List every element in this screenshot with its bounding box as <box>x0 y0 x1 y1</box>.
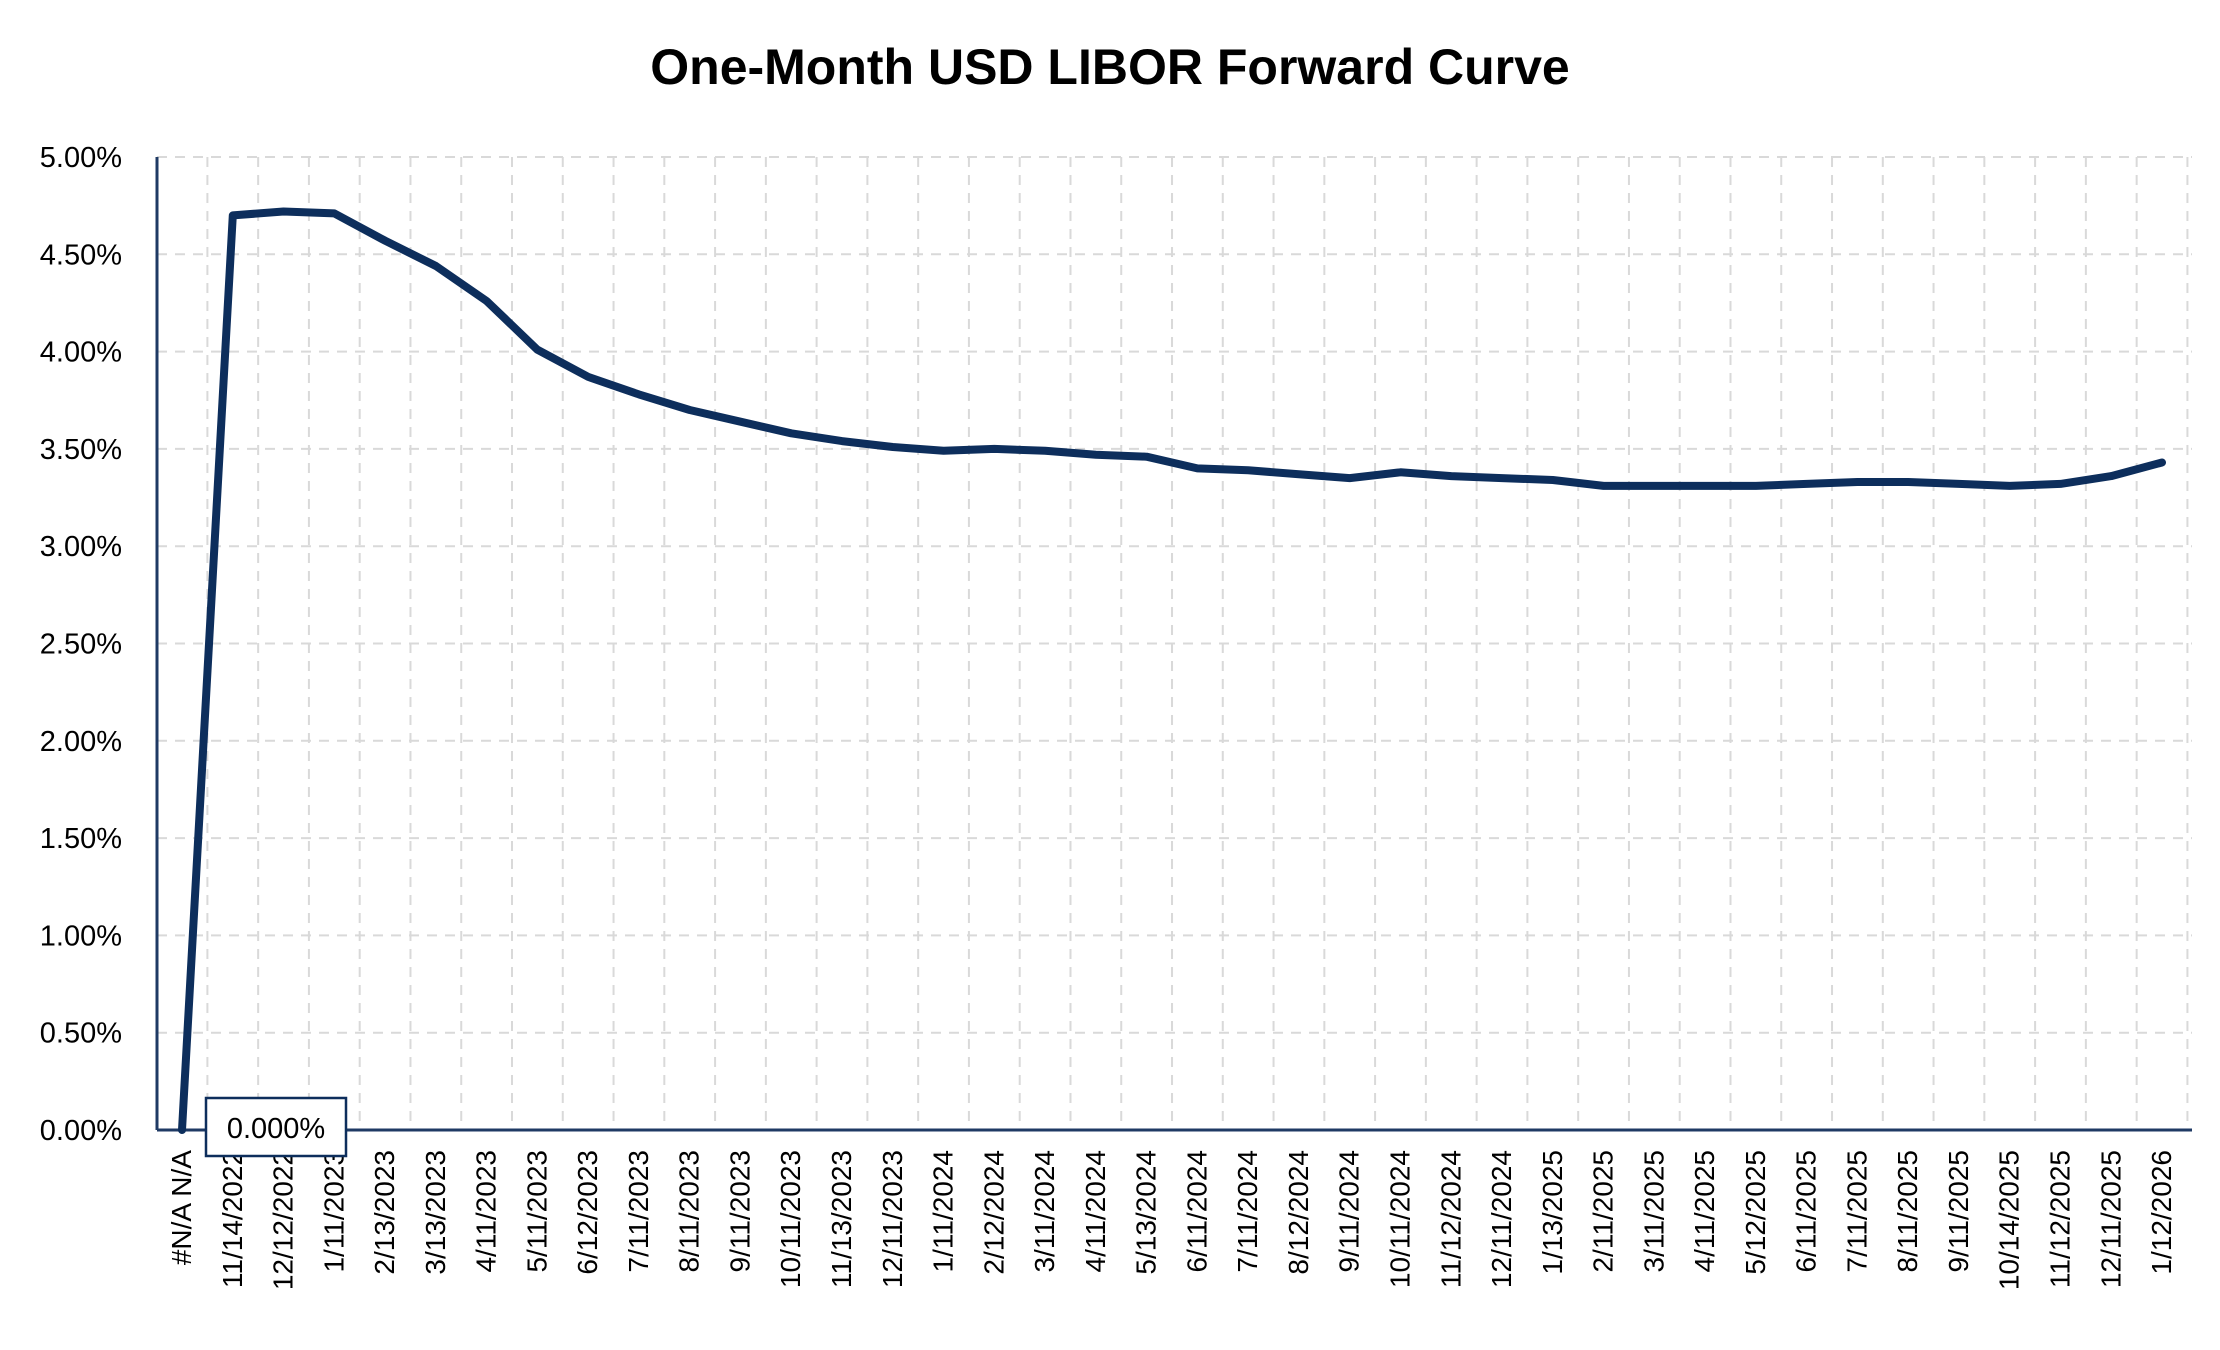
y-tick-label: 0.50% <box>40 1018 122 1050</box>
x-tick-label: 4/11/2024 <box>1080 1150 1111 1273</box>
series-line <box>178 207 2166 1134</box>
y-tick-label: 0.00% <box>40 1115 122 1147</box>
x-tick-label: 11/12/2025 <box>2044 1150 2075 1288</box>
y-tick-label: 1.00% <box>40 920 122 952</box>
x-tick-label: 6/11/2024 <box>1181 1150 1212 1273</box>
x-tick-label: 10/11/2024 <box>1384 1150 1415 1288</box>
x-tick-label: 5/11/2023 <box>521 1150 552 1273</box>
x-tick-label: 9/11/2025 <box>1943 1150 1974 1273</box>
x-tick-label: 11/14/2022 <box>217 1150 248 1288</box>
y-tick-label: 2.00% <box>40 726 122 758</box>
x-tick-label: 11/13/2023 <box>826 1150 857 1288</box>
x-tick-label: 1/12/2026 <box>2146 1150 2177 1275</box>
x-tick-label: 2/13/2023 <box>369 1150 400 1275</box>
x-tick-label: 4/11/2025 <box>1689 1150 1720 1273</box>
x-tick-label: 10/14/2025 <box>1994 1150 2025 1290</box>
x-tick-label: 11/12/2024 <box>1435 1150 1466 1288</box>
y-tick-label: 1.50% <box>40 823 122 855</box>
x-tick-label: 3/11/2025 <box>1638 1150 1669 1273</box>
x-tick-label: 5/12/2025 <box>1740 1150 1771 1275</box>
y-tick-label: 4.00% <box>40 337 122 369</box>
x-tick-label: 1/11/2023 <box>318 1150 349 1273</box>
x-tick-label: 4/11/2023 <box>471 1150 502 1273</box>
x-tick-label: 8/11/2023 <box>674 1150 705 1273</box>
x-tick-label: 6/11/2025 <box>1791 1150 1822 1273</box>
x-tick-label: 7/11/2023 <box>623 1150 654 1273</box>
x-tick-label: #N/A N/A <box>166 1150 197 1265</box>
x-tick-label: 2/11/2025 <box>1588 1150 1619 1273</box>
x-tick-label: 1/13/2025 <box>1537 1150 1568 1275</box>
grid-layer <box>157 156 2192 1130</box>
y-tick-label: 3.00% <box>40 531 122 563</box>
data-label: 0.000% <box>227 1113 325 1145</box>
y-tick-label: 2.50% <box>40 629 122 661</box>
label-layer: 0.000% <box>204 1096 348 1158</box>
x-tick-label: 6/12/2023 <box>572 1150 603 1275</box>
x-tick-label: 3/13/2023 <box>420 1150 451 1275</box>
x-tick-label: 5/13/2024 <box>1131 1150 1162 1275</box>
x-tick-label: 7/11/2024 <box>1232 1150 1263 1273</box>
x-tick-label: 12/11/2023 <box>877 1150 908 1288</box>
x-tick-label: 10/11/2023 <box>775 1150 806 1288</box>
x-tick-label: 12/11/2024 <box>1486 1150 1517 1288</box>
x-tick-label: 2/12/2024 <box>978 1150 1009 1275</box>
chart-title: One-Month USD LIBOR Forward Curve <box>650 39 1570 95</box>
x-tick-label: 7/11/2025 <box>1841 1150 1872 1273</box>
x-tick-label: 9/11/2023 <box>724 1150 755 1273</box>
x-tick-label: 8/12/2024 <box>1283 1150 1314 1275</box>
y-tick-label: 5.00% <box>40 142 122 174</box>
x-tick-label: 3/11/2024 <box>1029 1150 1060 1273</box>
x-tick-label: 8/11/2025 <box>1892 1150 1923 1273</box>
y-tick-label: 3.50% <box>40 434 122 466</box>
y-tick-label: 4.50% <box>40 239 122 271</box>
series-layer <box>178 207 2166 1134</box>
x-tick-label: 9/11/2024 <box>1334 1150 1365 1273</box>
x-tick-label: 1/11/2024 <box>928 1150 959 1273</box>
data-label-box <box>204 1096 348 1158</box>
tick-layer: 0.00% 0.50% 1.00% 1.50% 2.00% 2.50% 3.00% 3.50%… <box>40 142 2177 1290</box>
axis-layer <box>155 157 2192 1132</box>
x-tick-label: 12/12/2022 <box>268 1150 299 1290</box>
x-tick-label: 12/11/2025 <box>2095 1150 2126 1288</box>
